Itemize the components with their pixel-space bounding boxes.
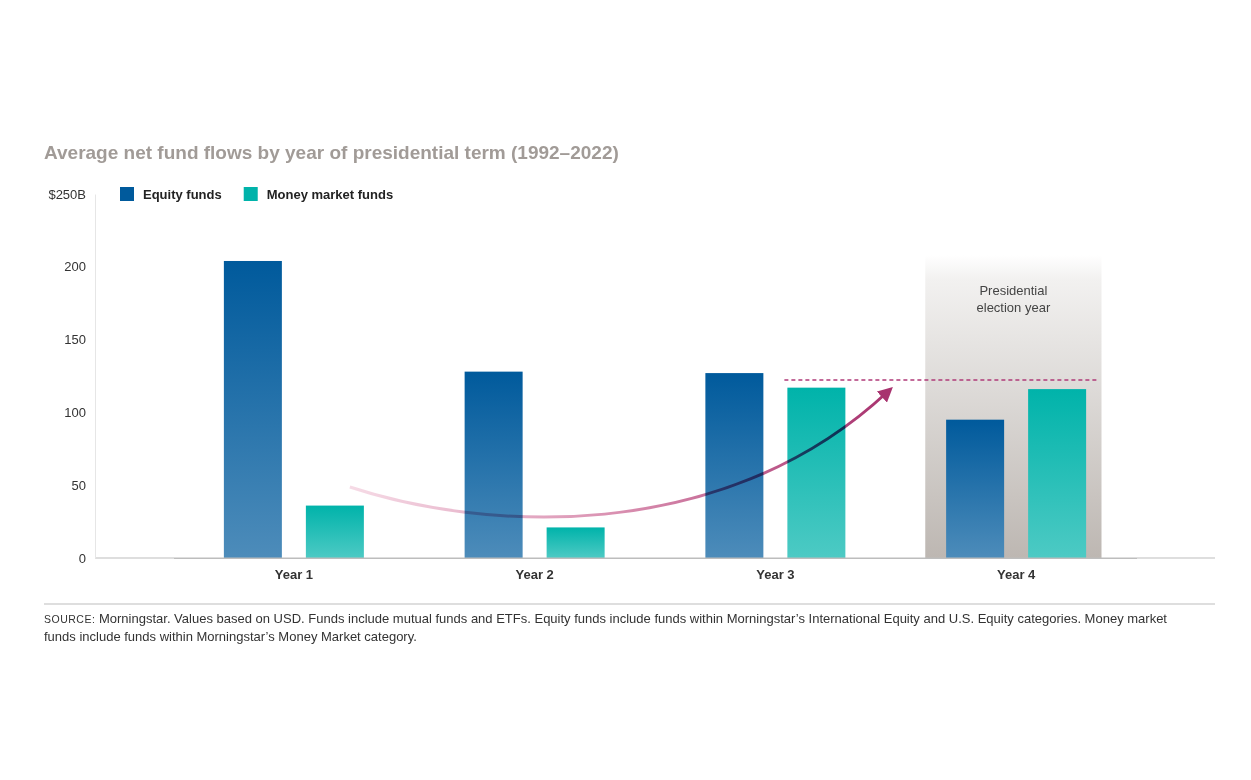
y-tick-label: 0 [79,551,86,566]
y-tick: 200 [64,259,95,274]
trend-arrow [350,392,888,517]
bar [1028,389,1086,558]
legend: Equity funds Money market funds [120,187,393,202]
y-tick-label: $250B [48,187,86,202]
bar [465,372,523,558]
x-tick: Year 1 [275,558,313,582]
reference-line [784,379,1098,381]
y-tick: 100 [64,405,95,420]
annotation-text: Presidential [979,283,1047,298]
y-tick: 50 [72,478,95,493]
legend-label: Money market funds [267,187,393,202]
bar [306,506,364,558]
source-label: SOURCE: [44,613,95,625]
legend-item: Equity funds [120,187,222,202]
x-tick-label: Year 4 [997,567,1036,582]
x-tick-label: Year 2 [515,567,553,582]
y-tick: 0 [79,551,95,566]
y-tick-label: 200 [64,259,86,274]
y-axis-line [95,195,96,559]
legend-swatch [120,187,134,201]
y-tick-label: 50 [72,478,86,493]
x-tick-label: Year 3 [756,567,794,582]
annotation-text: election year [977,300,1051,315]
annotations: Presidential election year [925,255,1101,558]
x-axis: Year 1 Year 2 Year 3 Year 4 [174,558,1137,582]
y-axis: 0 50 100 150 200 $250B [48,187,95,566]
legend-label: Equity funds [143,187,222,202]
divider [44,604,1215,605]
bar [224,261,282,558]
title: Average net fund flows by year of presid… [44,142,619,163]
x-tick: Year 3 [756,558,794,582]
highlight-region [925,255,1101,558]
bar [946,420,1004,558]
x-tick: Year 4 [997,558,1036,582]
x-axis-line [174,558,1137,559]
legend-item: Money market funds [244,187,393,202]
bar [787,388,845,558]
chart: Average net fund flows by year of presid… [0,0,1251,780]
source-note: SOURCE: Morningstar. Values based on USD… [44,610,1194,646]
x-tick: Year 2 [515,558,553,582]
y-tick: $250B [48,187,95,202]
x-tick-label: Year 1 [275,567,313,582]
y-tick-label: 150 [64,332,86,347]
bar [547,527,605,558]
source-text: Morningstar. Values based on USD. Funds … [44,611,1167,644]
bar [705,373,763,558]
source-gap [95,611,99,626]
bars [224,261,1086,558]
legend-swatch [244,187,258,201]
baseline [95,558,1215,559]
y-tick-label: 100 [64,405,86,420]
y-tick: 150 [64,332,95,347]
